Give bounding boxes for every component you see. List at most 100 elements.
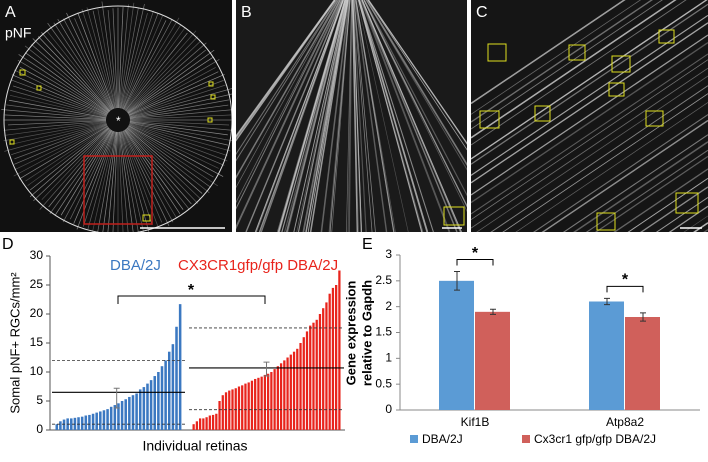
axon	[471, 0, 708, 160]
bar	[178, 304, 182, 430]
micrograph-c	[471, 0, 708, 232]
axon	[118, 4, 129, 109]
axon	[129, 122, 231, 152]
axon	[101, 1, 117, 109]
axon	[123, 130, 178, 219]
axon	[119, 8, 139, 109]
axon	[123, 17, 180, 110]
y-tick-label: 2.5	[375, 273, 392, 287]
axon	[120, 13, 148, 109]
y-axis-label: Gene expression	[343, 281, 358, 386]
bar	[142, 387, 146, 430]
axon	[331, 0, 351, 232]
bar	[128, 396, 131, 430]
axon	[640, 186, 708, 232]
axon	[9, 94, 107, 118]
axon	[129, 123, 228, 162]
bar	[55, 424, 59, 430]
axon	[254, 0, 344, 232]
axon	[281, 0, 346, 232]
axon	[129, 93, 232, 118]
axon	[47, 22, 112, 111]
bar	[157, 372, 160, 430]
axon	[77, 12, 115, 109]
bar	[237, 386, 241, 430]
axon	[129, 122, 229, 146]
axon	[123, 18, 173, 110]
bar	[218, 401, 221, 430]
axon	[358, 0, 423, 232]
bar	[195, 421, 199, 430]
y-tick-label: 15	[30, 335, 44, 349]
bar	[335, 285, 338, 430]
bar	[241, 385, 244, 430]
zoom-region	[83, 155, 153, 225]
bar	[160, 366, 164, 430]
axon	[320, 0, 350, 232]
bar	[171, 344, 175, 430]
axon	[8, 99, 107, 119]
bar	[192, 424, 195, 430]
axon	[356, 0, 409, 232]
axon	[18, 54, 109, 114]
axon	[48, 129, 111, 208]
axon	[128, 74, 225, 116]
bar	[153, 376, 157, 430]
axon	[367, 0, 467, 151]
axon	[118, 131, 129, 232]
bar	[120, 401, 124, 430]
axon	[128, 124, 225, 166]
axon	[354, 0, 388, 232]
axon	[471, 0, 654, 123]
bar	[273, 369, 276, 430]
axon	[359, 0, 434, 232]
legend-label: CX3CR1gfp/gfp DBA/2J	[178, 257, 338, 274]
axon	[46, 30, 111, 111]
axon	[129, 114, 232, 120]
bar	[254, 378, 257, 430]
axon	[502, 93, 708, 232]
axon	[128, 59, 220, 115]
bar	[95, 412, 98, 430]
error-bar	[490, 308, 496, 315]
error-bar	[454, 271, 460, 291]
axon	[14, 124, 108, 171]
axon	[126, 128, 201, 200]
axon	[627, 177, 708, 232]
axon	[11, 74, 108, 116]
axon	[236, 0, 342, 230]
bar	[113, 405, 117, 430]
bar	[283, 360, 286, 430]
bar	[328, 293, 331, 430]
axon	[127, 57, 214, 114]
axon	[471, 0, 687, 146]
axon	[541, 119, 708, 232]
panel-label: B	[241, 4, 252, 21]
axon	[74, 18, 114, 110]
retina-outline	[3, 5, 232, 232]
bar	[338, 270, 341, 430]
error-bar	[263, 361, 270, 377]
axon	[4, 114, 107, 120]
axon	[365, 0, 467, 171]
significance-mark: *	[188, 282, 195, 299]
significance-mark: *	[622, 272, 629, 289]
y-axis-label: relative to Gapdh	[359, 280, 374, 386]
axon	[118, 131, 124, 232]
axon	[127, 49, 207, 113]
bar	[625, 317, 660, 410]
axon	[573, 141, 708, 232]
axon	[41, 32, 111, 112]
axon	[471, 0, 677, 139]
bar	[475, 311, 510, 410]
axon	[25, 52, 109, 114]
axon	[97, 131, 117, 232]
axon	[368, 0, 467, 145]
bar	[175, 326, 178, 430]
bar	[84, 415, 88, 430]
bar	[88, 414, 91, 430]
bar	[299, 343, 302, 430]
axon	[346, 0, 352, 232]
axon	[29, 127, 109, 191]
axon	[236, 0, 337, 156]
